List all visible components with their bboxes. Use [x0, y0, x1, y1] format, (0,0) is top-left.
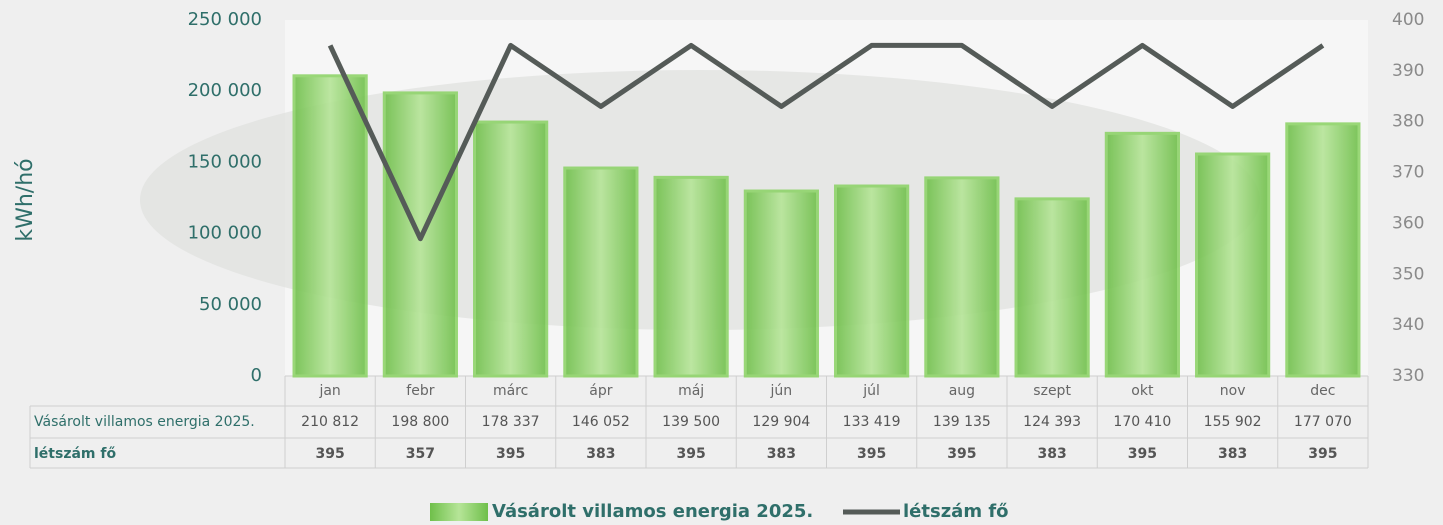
table-cell: 395	[947, 446, 976, 462]
table-cell: 178 337	[482, 414, 540, 430]
y-tick-label: 50 000	[199, 294, 262, 315]
bar	[292, 74, 368, 378]
bar	[1014, 197, 1090, 378]
x-tick-label: jún	[770, 383, 793, 399]
y-tick-label: 150 000	[188, 151, 262, 172]
y-tick-label: 0	[251, 365, 262, 386]
x-tick-label: szept	[1033, 383, 1071, 399]
row-label: létszám fő	[34, 446, 116, 462]
table-cell: 146 052	[572, 414, 630, 430]
x-tick-label: máj	[678, 383, 704, 399]
table-cell: 139 500	[662, 414, 720, 430]
y-tick-label: 100 000	[188, 223, 262, 244]
y2-tick-label: 330	[1392, 366, 1424, 386]
table-cell: 395	[1308, 446, 1337, 462]
y2-tick-label: 380	[1392, 112, 1424, 132]
table-cell: 170 410	[1113, 414, 1171, 430]
y2-tick-label: 370	[1392, 163, 1424, 183]
table-cell: 383	[586, 446, 615, 462]
table-cell: 383	[1218, 446, 1247, 462]
x-tick-label: júl	[862, 383, 880, 399]
x-tick-label: dec	[1310, 383, 1335, 399]
legend-label: Vásárolt villamos energia 2025.	[492, 501, 813, 522]
y-tick-label: 250 000	[188, 9, 262, 30]
table-cell: 124 393	[1023, 414, 1081, 430]
table-cell: 133 419	[843, 414, 901, 430]
table-cell: 210 812	[301, 414, 359, 430]
table-cell: 395	[857, 446, 886, 462]
x-tick-label: márc	[493, 383, 528, 399]
table-cell: 395	[677, 446, 706, 462]
legend-swatch	[430, 503, 488, 521]
x-tick-label: jan	[318, 383, 340, 399]
table-cell: 383	[1038, 446, 1067, 462]
bar	[473, 120, 549, 378]
bar	[924, 176, 1000, 378]
bar	[563, 166, 639, 378]
table-cell: 139 135	[933, 414, 991, 430]
y2-tick-label: 400	[1392, 10, 1424, 30]
bar	[1104, 131, 1180, 378]
bar	[834, 184, 910, 378]
bar	[1285, 122, 1361, 378]
y2-tick-label: 340	[1392, 315, 1424, 335]
y2-tick-label: 350	[1392, 264, 1424, 284]
table-cell: 155 902	[1204, 414, 1262, 430]
x-tick-label: nov	[1220, 383, 1246, 399]
legend: Vásárolt villamos energia 2025. létszám …	[430, 501, 1009, 522]
table-cell: 395	[1128, 446, 1157, 462]
table-cell: 129 904	[752, 414, 810, 430]
table-cell: 198 800	[391, 414, 449, 430]
table-cell: 357	[406, 446, 435, 462]
row-label: Vásárolt villamos energia 2025.	[34, 414, 255, 430]
y-axis-title: kWh/hó	[13, 158, 38, 241]
y2-tick-label: 390	[1392, 61, 1424, 81]
table-cell: 395	[316, 446, 345, 462]
table-cell: 177 070	[1294, 414, 1352, 430]
x-tick-label: okt	[1131, 383, 1154, 399]
x-tick-label: ápr	[589, 383, 612, 399]
x-tick-label: febr	[406, 383, 434, 399]
legend-label: létszám fő	[903, 501, 1009, 522]
y2-tick-label: 360	[1392, 213, 1424, 233]
bar	[743, 189, 819, 378]
bar	[653, 175, 729, 378]
y-tick-label: 200 000	[188, 80, 262, 101]
line	[327, 42, 1325, 242]
table-cell: 383	[767, 446, 796, 462]
x-tick-label: aug	[949, 383, 975, 399]
bar	[1195, 152, 1271, 378]
table-cell: 395	[496, 446, 525, 462]
